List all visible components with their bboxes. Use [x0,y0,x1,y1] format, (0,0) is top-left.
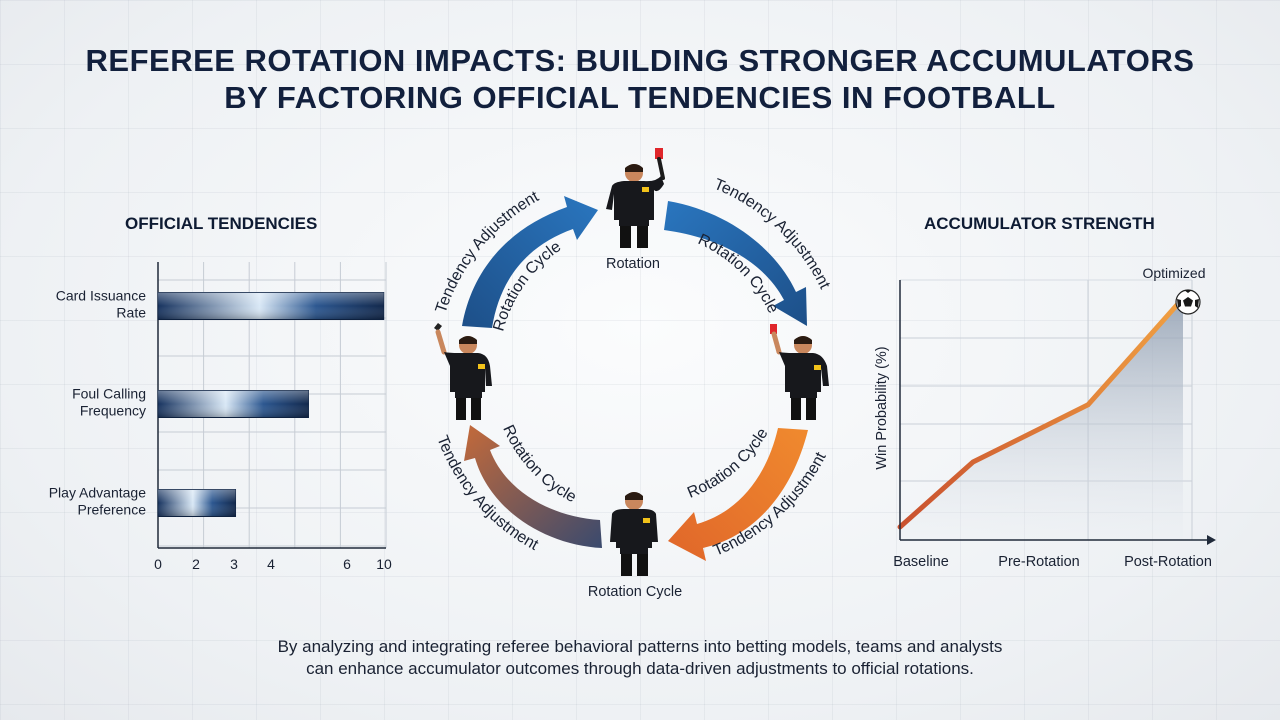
referee-icon-bottom [610,492,658,576]
bar-highlight [158,292,384,320]
x-axis-arrow [1207,535,1216,545]
soccer-ball-pentagon [1183,297,1193,307]
accumulator-strength-heading: ACCUMULATOR STRENGTH [924,214,1155,233]
x-tick-label: 2 [192,556,200,572]
area-fill [900,298,1183,540]
bar-highlight [158,390,309,418]
soccer-ball-patches [1177,290,1199,308]
bar-category-label: Play Advantage [49,485,147,501]
x-tick-label: 10 [376,556,392,572]
arc-arrow-bottom-left [464,425,602,548]
bar-highlight [158,489,236,517]
arc-arrow-top-right [664,201,807,326]
footer-line-1: By analyzing and integrating referee beh… [277,637,1003,656]
x-tick-label: 4 [267,556,275,572]
title-line-2: BY FACTORING OFFICIAL TENDENCIES IN FOOT… [224,80,1056,115]
x-category-label: Post-Rotation [1124,554,1212,570]
x-tick-label: 3 [230,556,238,572]
x-category-label: Pre-Rotation [998,554,1079,570]
x-tick-label: 6 [343,556,351,572]
label-rotation-cycle-bottom: Rotation Cycle [588,584,682,600]
bar-category-label: Frequency [80,403,146,419]
referee-icon-left [434,323,492,420]
arc-arrow-top-left [462,196,598,328]
series-line [897,295,1186,530]
bar-category-label: Preference [78,502,147,518]
title-line-1: REFEREE ROTATION IMPACTS: BUILDING STRON… [85,43,1195,78]
x-tick-label: 0 [154,556,162,572]
footer-caption: By analyzing and integrating referee beh… [0,636,1280,680]
arc-arrow-bottom-right [668,428,808,561]
bar-category-label: Rate [116,305,146,321]
page-title: REFEREE ROTATION IMPACTS: BUILDING STRON… [0,42,1280,116]
y-axis-label: Win Probability (%) [874,346,890,469]
official-tendencies-heading: OFFICIAL TENDENCIES [125,214,318,233]
bar-category-label: Foul Calling [72,386,146,402]
referee-icon-top [606,148,665,248]
annotation-optimized: Optimized [1142,265,1205,281]
referee-icon-right [770,324,829,420]
x-category-label: Baseline [893,554,949,570]
label-rotation-top: Rotation [606,256,660,272]
footer-line-2: can enhance accumulator outcomes through… [306,659,974,678]
bar-category-label: Card Issuance [56,288,146,304]
